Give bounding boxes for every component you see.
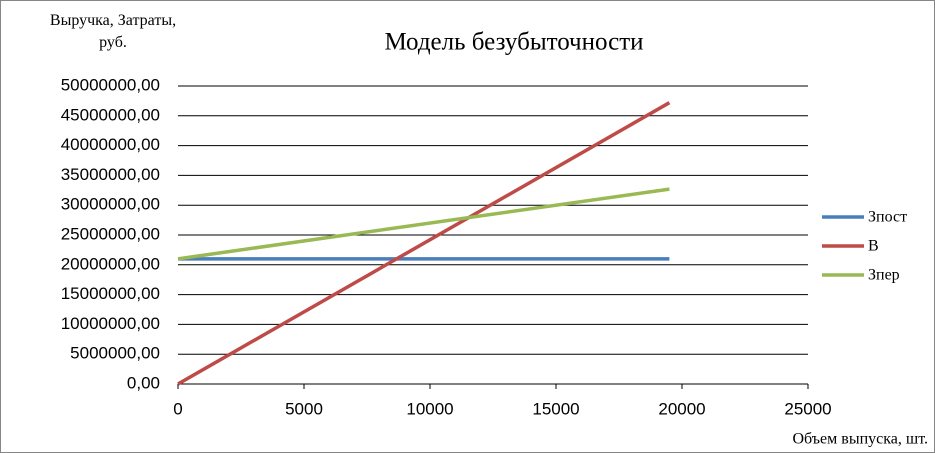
series-line: [177, 101, 671, 386]
x-tick-label: 20000: [658, 399, 705, 418]
y-tick-label: 50000000,00: [61, 75, 160, 94]
x-tick-label: 15000: [532, 399, 579, 418]
x-tick-label: 10000: [406, 399, 453, 418]
y-tick-label: 30000000,00: [61, 195, 160, 214]
y-tick-label: 15000000,00: [61, 284, 160, 303]
y-tick-label: 25000000,00: [61, 224, 160, 243]
y-tick-label: 40000000,00: [61, 135, 160, 154]
y-tick-label: 10000000,00: [61, 314, 160, 333]
y-tick-label: 20000000,00: [61, 254, 160, 273]
legend-label: Зпост: [868, 209, 907, 226]
y-tick-label: 5000000,00: [70, 344, 160, 363]
x-axis-label: Объем выпуска, шт.: [792, 431, 928, 448]
y-tick-label: 45000000,00: [61, 105, 160, 124]
series-line: [177, 187, 670, 261]
y-axis-label: Выручка, Затраты, руб.: [49, 12, 177, 51]
y-tick-label: 35000000,00: [61, 165, 160, 184]
legend-label: В: [868, 238, 879, 255]
x-tick-label: 0: [173, 399, 182, 418]
x-tick-label: 5000: [285, 399, 323, 418]
chart-title: Модель безубыточности: [384, 29, 643, 56]
x-tick-label: 25000: [784, 399, 831, 418]
y-tick-label: 0,00: [127, 373, 160, 392]
legend-label: Зпер: [868, 267, 900, 284]
